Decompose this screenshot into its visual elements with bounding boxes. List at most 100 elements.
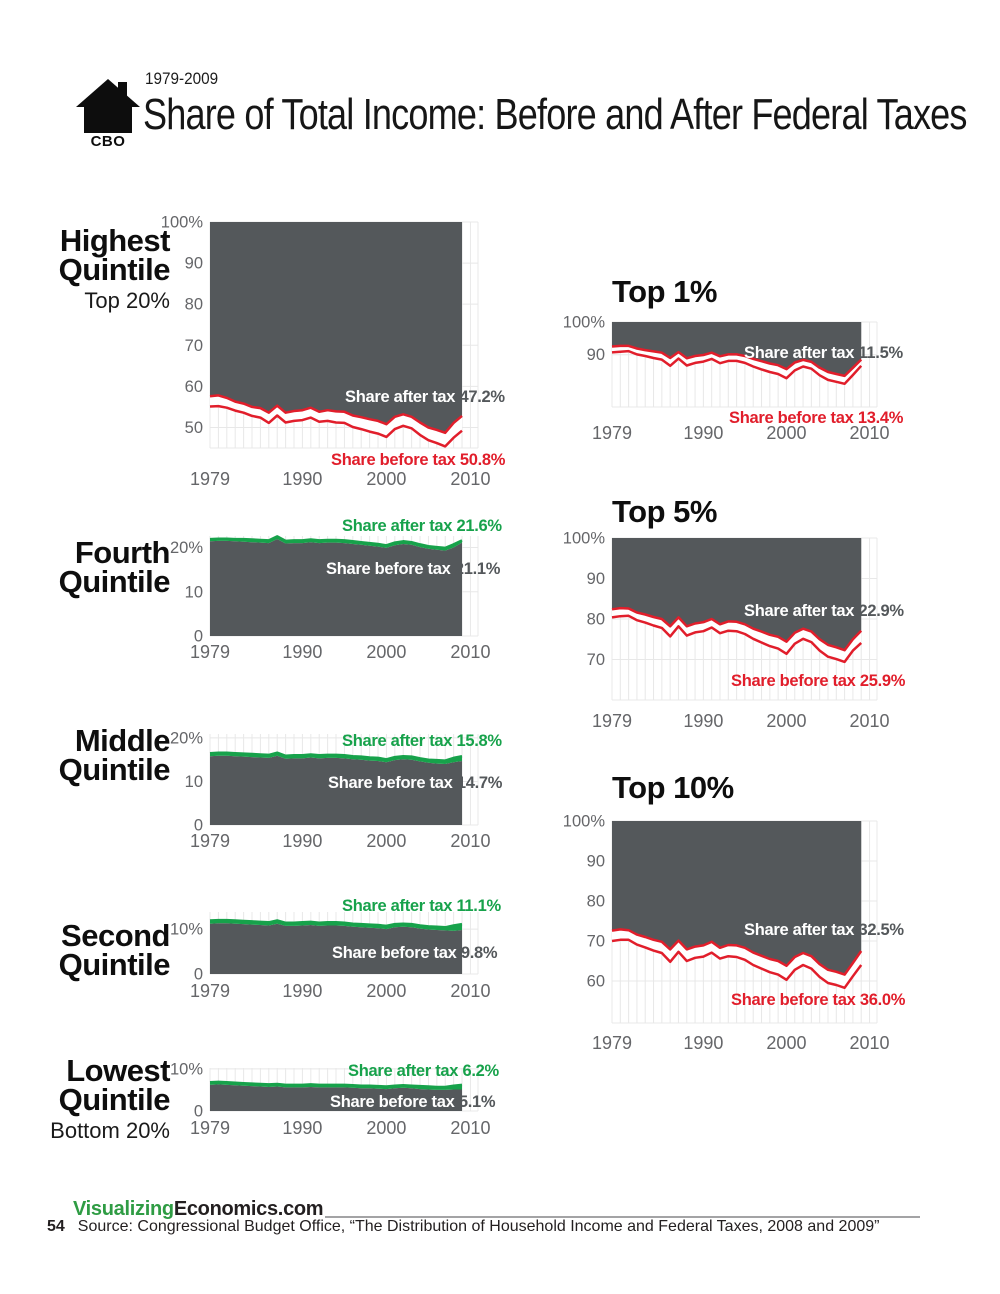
svg-text:1990: 1990 [282, 642, 322, 662]
annotation-label: Share before tax [330, 1093, 455, 1111]
quintile-label-line: Quintile [58, 752, 171, 787]
annotation-after-tax: Share after tax 22.9% [744, 602, 904, 621]
svg-text:20%: 20% [170, 539, 203, 557]
annotation-label: Share after tax [345, 388, 456, 406]
footer-divider-line [325, 1216, 920, 1218]
svg-text:2010: 2010 [450, 1118, 490, 1138]
svg-text:10%: 10% [170, 1060, 203, 1078]
svg-text:2000: 2000 [366, 981, 406, 1001]
quintile-label-line: Second [61, 918, 170, 953]
annotation-label: Share after tax [744, 602, 855, 620]
svg-text:80: 80 [185, 296, 203, 314]
svg-text:50: 50 [185, 419, 203, 437]
svg-text:1979: 1979 [190, 831, 230, 851]
brand-green-part: Visualizing [73, 1198, 174, 1220]
quintile-label-line: Fourth [74, 535, 171, 570]
annotation-before-tax: Share before tax 21.1% [326, 560, 500, 579]
svg-text:80: 80 [587, 611, 605, 629]
annotation-label: Share before tax [731, 672, 856, 690]
svg-text:2010: 2010 [850, 711, 890, 731]
quintile-label-line: Quintile [58, 564, 171, 599]
quintile-label-line: Middle [74, 723, 171, 758]
chart-title-top5: Top 5% [612, 494, 717, 529]
svg-text:100%: 100% [563, 530, 606, 548]
chart-title-top10: Top 10% [612, 770, 734, 805]
chart-canvas-highest: 100% 90 80 70 60 50 1979 1990 2000 2010 [161, 214, 491, 490]
quintile-label-middle: Middle Quintile [0, 723, 171, 787]
svg-text:100%: 100% [161, 214, 204, 232]
quintile-sublabel: Bottom 20% [50, 1118, 170, 1143]
svg-text:10: 10 [185, 773, 203, 791]
annotation-value: 14.7% [456, 774, 503, 792]
svg-text:2010: 2010 [850, 1033, 890, 1053]
svg-text:1990: 1990 [282, 981, 322, 1001]
annotation-after-tax: Share after tax 47.2% [345, 388, 505, 407]
svg-text:90: 90 [587, 853, 605, 871]
annotation-value: 21.1% [454, 560, 501, 578]
annotation-value: 21.6% [456, 517, 502, 535]
annotation-before-tax: Share before tax 25.9% [731, 672, 905, 691]
annotation-value: 22.9% [858, 602, 904, 620]
annotation-label: Share before tax [328, 774, 453, 792]
annotation-after-tax: Share after tax 15.8% [342, 732, 502, 751]
svg-text:70: 70 [185, 337, 203, 355]
svg-text:2010: 2010 [850, 423, 890, 443]
svg-text:60: 60 [185, 378, 203, 396]
annotation-before-tax: Share before tax 50.8% [331, 451, 505, 470]
annotation-value: 15.8% [456, 732, 502, 750]
brand-black-part: Economics.com [173, 1198, 324, 1220]
quintile-label-line: Lowest [66, 1053, 170, 1088]
chart-canvas-top5: 100% 90 80 70 1979 1990 2000 2010 [563, 530, 890, 732]
svg-text:1979: 1979 [592, 711, 632, 731]
annotation-before-tax: Share before tax 36.0% [731, 991, 905, 1010]
annotation-value: 50.8% [459, 451, 506, 469]
annotation-before-tax: Share before tax 5.1% [330, 1093, 496, 1112]
annotation-value: 25.9% [859, 672, 906, 690]
annotation-value: 36.0% [859, 991, 906, 1009]
brand-visualizingeconomics: VisualizingEconomics.com [73, 1198, 324, 1221]
cbo-logo-label: CBO [90, 133, 126, 150]
svg-text:0: 0 [194, 1103, 203, 1121]
chart-canvas-top10: 100% 90 80 70 60 1979 1990 2000 2010 [563, 813, 890, 1054]
svg-text:2010: 2010 [450, 981, 490, 1001]
svg-text:1990: 1990 [683, 1033, 723, 1053]
svg-text:20%: 20% [170, 729, 203, 747]
svg-text:1979: 1979 [592, 1033, 632, 1053]
annotation-label: Share before tax [326, 560, 451, 578]
svg-text:0: 0 [194, 628, 203, 646]
annotation-label: Share before tax [731, 991, 856, 1009]
annotation-label: Share after tax [342, 517, 453, 535]
svg-text:10: 10 [185, 583, 203, 601]
quintile-label-line: Quintile [58, 947, 171, 982]
chart-title-top1: Top 1% [612, 274, 717, 309]
annotation-value: 6.2% [462, 1062, 499, 1080]
annotation-value: 11.5% [858, 344, 903, 362]
period-label: 1979-2009 [145, 69, 219, 88]
annotation-before-tax: Share before tax 9.8% [332, 944, 498, 963]
svg-text:2000: 2000 [766, 1033, 806, 1053]
annotation-label: Share after tax [342, 897, 453, 915]
svg-text:1990: 1990 [282, 469, 322, 489]
quintile-label-line: Quintile [58, 1082, 171, 1117]
quintile-label-line: Highest [59, 223, 171, 258]
svg-text:70: 70 [587, 651, 605, 669]
svg-text:60: 60 [587, 973, 605, 991]
source-text: Source: Congressional Budget Office, “Th… [77, 1218, 880, 1235]
annotation-label: Share after tax [348, 1062, 459, 1080]
svg-text:2000: 2000 [766, 423, 806, 443]
svg-text:2000: 2000 [366, 642, 406, 662]
chart-canvas-top1: 100% 90 1979 1990 2000 2010 [563, 314, 890, 444]
annotation-label: Share after tax [744, 344, 855, 362]
annotation-value: 13.4% [857, 409, 904, 427]
annotation-label: Share after tax [342, 732, 453, 750]
svg-text:1990: 1990 [683, 711, 723, 731]
annotation-after-tax: Share after tax 11.1% [342, 897, 501, 916]
svg-text:2000: 2000 [366, 831, 406, 851]
annotation-value: 47.2% [459, 388, 505, 406]
svg-text:70: 70 [587, 933, 605, 951]
quintile-sublabel: Top 20% [84, 288, 170, 313]
svg-text:1979: 1979 [190, 642, 230, 662]
